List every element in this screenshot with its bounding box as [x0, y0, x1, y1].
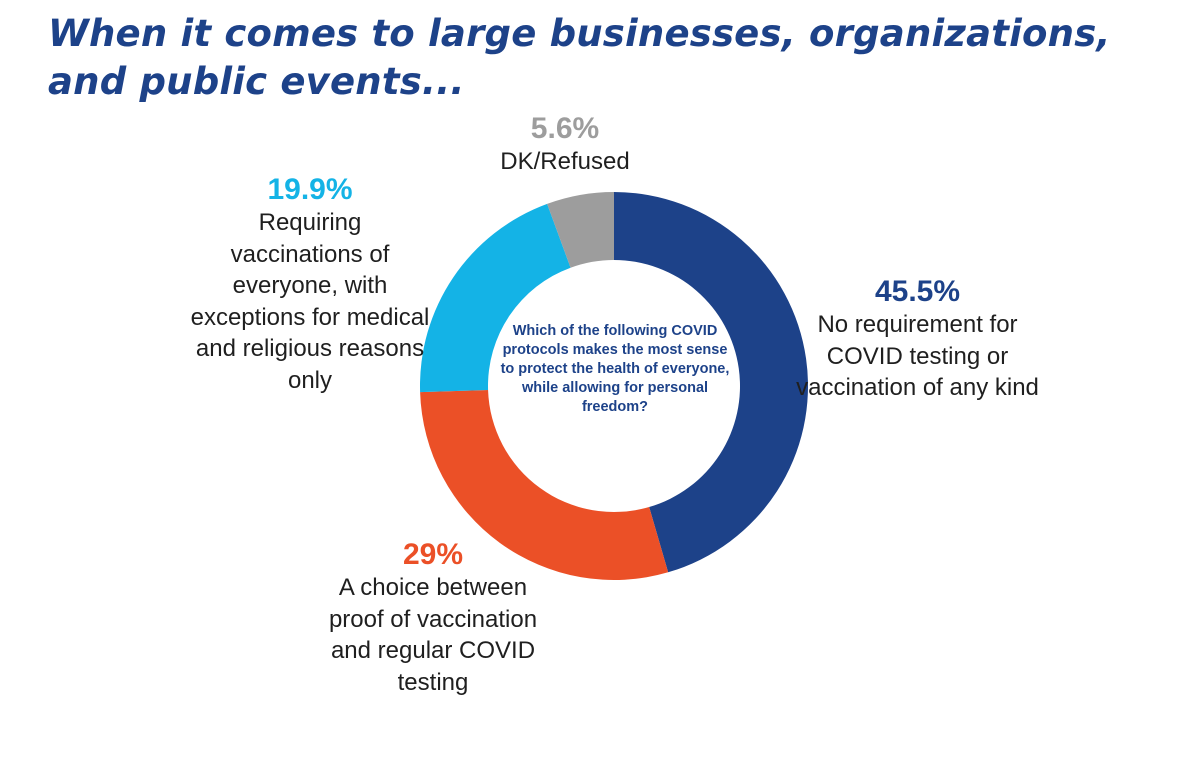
slice-label-no-requirement: 45.5% No requirement for COVID testing o…: [790, 275, 1045, 404]
donut-slice-choice: [420, 389, 669, 580]
slice-value-choice-proof-or-testing: 29%: [402, 538, 464, 571]
donut-slice-no: [614, 192, 808, 573]
donut-slice-dk: [547, 192, 614, 268]
slice-text-no-requirement: No requirement for COVID testing or vacc…: [796, 311, 1039, 401]
slice-value-no-requirement: 45.5%: [874, 275, 961, 308]
slice-text-choice-proof-or-testing: A choice between proof of vaccination an…: [328, 574, 538, 696]
slice-label-dk-refused: 5.6% DK/Refused: [440, 112, 690, 178]
slice-text-requiring-vaccinations: Requiring vaccinations of everyone, with…: [190, 209, 430, 394]
slice-label-requiring-vaccinations: 19.9% Requiring vaccinations of everyone…: [190, 173, 430, 396]
donut-slice-req: [420, 203, 571, 393]
donut-center-question: Which of the following COVID protocols m…: [500, 323, 730, 415]
slice-text-dk-refused: DK/Refused: [500, 148, 630, 175]
slice-value-dk-refused: 5.6%: [530, 112, 600, 145]
slice-label-choice-proof-or-testing: 29% A choice between proof of vaccinatio…: [318, 538, 548, 698]
chart-title: When it comes to large businesses, organ…: [48, 12, 1111, 103]
slice-value-requiring-vaccinations: 19.9%: [267, 173, 353, 206]
